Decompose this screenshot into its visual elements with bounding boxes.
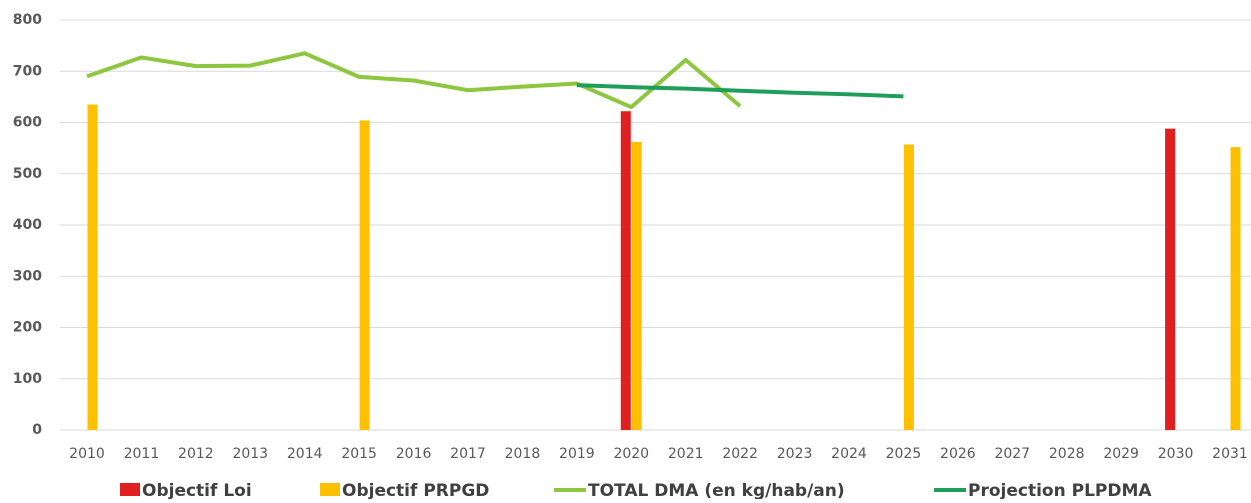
x-tick-label: 2028 xyxy=(1049,446,1085,462)
x-tick-label: 2026 xyxy=(940,446,976,462)
legend-label: Objectif Loi xyxy=(142,481,252,499)
line xyxy=(576,83,904,99)
legend-swatch xyxy=(120,483,140,496)
bar xyxy=(359,120,370,430)
x-tick-label: 2019 xyxy=(559,446,595,462)
legend-label: Projection PLPDMA xyxy=(968,481,1152,499)
x-tick-label: 2012 xyxy=(178,446,214,462)
y-tick-label: 500 xyxy=(13,166,42,182)
x-tick-label: 2027 xyxy=(994,446,1030,462)
bar xyxy=(1165,128,1176,430)
x-tick-label: 2022 xyxy=(722,446,758,462)
x-tick-label: 2029 xyxy=(1103,446,1139,462)
x-tick-label: 2015 xyxy=(341,446,377,462)
x-tick-label: 2011 xyxy=(124,446,160,462)
y-tick-label: 600 xyxy=(13,115,42,131)
x-tick-label: 2010 xyxy=(69,446,105,462)
x-tick-label: 2013 xyxy=(232,446,268,462)
x-tick-label: 2023 xyxy=(777,446,813,462)
legend-label: Objectif PRPGD xyxy=(342,481,489,499)
y-tick-label: 0 xyxy=(32,422,42,438)
bar xyxy=(1230,147,1241,430)
x-tick-label: 2031 xyxy=(1212,446,1248,462)
legend-swatch xyxy=(320,483,340,496)
x-tick-label: 2014 xyxy=(287,446,323,462)
bar xyxy=(620,111,631,430)
bar xyxy=(903,144,914,430)
x-tick-label: 2030 xyxy=(1158,446,1194,462)
x-tick-label: 2021 xyxy=(668,446,704,462)
x-tick-label: 2025 xyxy=(886,446,922,462)
y-tick-label: 800 xyxy=(13,12,42,28)
y-tick-label: 100 xyxy=(13,371,42,387)
legend-label: TOTAL DMA (en kg/hab/an) xyxy=(588,481,845,499)
y-tick-label: 200 xyxy=(13,320,42,336)
line xyxy=(86,51,742,110)
bar xyxy=(631,141,642,430)
x-tick-label: 2016 xyxy=(396,446,432,462)
x-tick-label: 2018 xyxy=(505,446,541,462)
bar xyxy=(87,104,98,430)
y-tick-label: 400 xyxy=(13,217,42,233)
y-tick-label: 300 xyxy=(13,268,42,284)
x-tick-label: 2020 xyxy=(613,446,649,462)
y-tick-label: 700 xyxy=(13,63,42,79)
x-tick-label: 2017 xyxy=(450,446,486,462)
x-tick-label: 2024 xyxy=(831,446,867,462)
